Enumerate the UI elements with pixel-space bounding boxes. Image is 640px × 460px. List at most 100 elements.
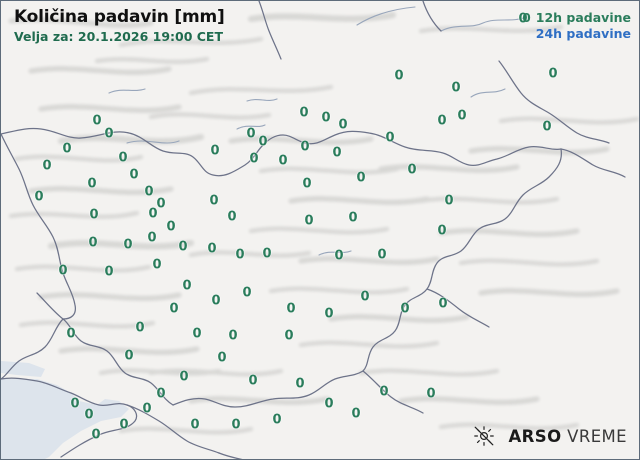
station-value[interactable]: 0	[62, 141, 72, 157]
station-value[interactable]: 0	[295, 376, 305, 392]
station-value[interactable]: 0	[135, 320, 145, 336]
sea-inlet	[1, 361, 45, 377]
station-value[interactable]: 0	[332, 145, 342, 161]
slovenia-border	[1, 127, 562, 177]
neighbour-border-n	[422, 1, 442, 32]
station-value[interactable]: 0	[89, 207, 99, 223]
legend-label-12h: 12h padavine	[535, 10, 631, 25]
neighbour-border-e	[560, 148, 626, 178]
borders-layer	[1, 1, 626, 459]
station-value[interactable]: 0	[156, 386, 166, 402]
station-value[interactable]: 0	[178, 239, 188, 255]
station-value[interactable]: 0	[518, 11, 528, 27]
station-value[interactable]: 0	[129, 167, 139, 183]
station-value[interactable]: 0	[360, 289, 370, 305]
station-value[interactable]: 0	[278, 153, 288, 169]
station-value[interactable]: 0	[84, 407, 94, 423]
station-value[interactable]: 0	[227, 209, 237, 225]
station-value[interactable]: 0	[379, 384, 389, 400]
station-value[interactable]: 0	[407, 162, 417, 178]
station-value[interactable]: 0	[217, 350, 227, 366]
station-value[interactable]: 0	[348, 210, 358, 226]
station-value[interactable]: 0	[338, 117, 348, 133]
station-value[interactable]: 0	[286, 301, 296, 317]
station-value[interactable]: 0	[324, 306, 334, 322]
station-value[interactable]: 0	[118, 150, 128, 166]
station-value[interactable]: 0	[377, 247, 387, 263]
station-value[interactable]: 0	[437, 223, 447, 239]
station-value[interactable]: 0	[385, 130, 395, 146]
station-value[interactable]: 0	[444, 193, 454, 209]
station-value[interactable]: 0	[91, 427, 101, 443]
station-value[interactable]: 0	[207, 241, 217, 257]
station-value[interactable]: 0	[262, 246, 272, 262]
station-value[interactable]: 0	[190, 417, 200, 433]
station-value[interactable]: 0	[211, 293, 221, 309]
station-value[interactable]: 0	[258, 134, 268, 150]
station-value[interactable]: 0	[249, 151, 259, 167]
arso-branding: ARSO VREME	[473, 425, 627, 447]
station-value[interactable]: 0	[248, 373, 258, 389]
station-value[interactable]: 0	[210, 143, 220, 159]
station-value[interactable]: 0	[426, 386, 436, 402]
station-value[interactable]: 0	[228, 328, 238, 344]
station-value[interactable]: 0	[304, 213, 314, 229]
station-value[interactable]: 0	[272, 412, 282, 428]
station-value[interactable]: 0	[147, 230, 157, 246]
southwestern-border	[1, 318, 64, 380]
neighbour-border-se2	[426, 288, 490, 328]
station-value[interactable]: 0	[302, 176, 312, 192]
station-value[interactable]: 0	[548, 66, 558, 82]
station-value[interactable]: 0	[334, 248, 344, 264]
station-value[interactable]: 0	[88, 235, 98, 251]
station-value[interactable]: 0	[400, 301, 410, 317]
station-value[interactable]: 0	[235, 247, 245, 263]
station-value[interactable]: 0	[299, 105, 309, 121]
station-value[interactable]: 0	[104, 126, 114, 142]
station-value[interactable]: 0	[394, 68, 404, 84]
station-value[interactable]: 0	[124, 348, 134, 364]
station-value[interactable]: 0	[438, 296, 448, 312]
map-header: Količina padavin [mm] Velja za: 20.1.202…	[14, 7, 225, 45]
station-value[interactable]: 0	[156, 196, 166, 212]
station-value[interactable]: 0	[104, 264, 114, 280]
station-value[interactable]: 0	[66, 326, 76, 342]
station-value[interactable]: 0	[123, 237, 133, 253]
station-value[interactable]: 0	[148, 206, 158, 222]
station-value[interactable]: 0	[209, 193, 219, 209]
station-value[interactable]: 0	[179, 369, 189, 385]
legend-item-12h[interactable]: 0 12h padavine	[522, 10, 631, 26]
station-value[interactable]: 0	[246, 126, 256, 142]
station-value[interactable]: 0	[70, 396, 80, 412]
station-value[interactable]: 0	[152, 257, 162, 273]
station-value[interactable]: 0	[542, 119, 552, 135]
station-value[interactable]: 0	[231, 417, 241, 433]
istria-border	[126, 404, 220, 454]
station-value[interactable]: 0	[144, 184, 154, 200]
station-value[interactable]: 0	[284, 328, 294, 344]
station-value[interactable]: 0	[192, 326, 202, 342]
station-value[interactable]: 0	[351, 406, 361, 422]
station-value[interactable]: 0	[166, 219, 176, 235]
station-value[interactable]: 0	[242, 285, 252, 301]
station-value[interactable]: 0	[356, 170, 366, 186]
station-value[interactable]: 0	[457, 108, 467, 124]
station-value[interactable]: 0	[42, 158, 52, 174]
station-value[interactable]: 0	[119, 417, 129, 433]
station-value[interactable]: 0	[34, 189, 44, 205]
station-value[interactable]: 0	[58, 263, 68, 279]
station-value[interactable]: 0	[182, 278, 192, 294]
station-value[interactable]: 0	[92, 113, 102, 129]
station-value[interactable]: 0	[324, 396, 334, 412]
legend-item-24h[interactable]: 0 24h padavine	[522, 26, 631, 42]
station-value[interactable]: 0	[437, 113, 447, 129]
station-value[interactable]: 0	[300, 139, 310, 155]
station-value[interactable]: 0	[142, 401, 152, 417]
brand-name-bold: ARSO	[508, 426, 562, 446]
station-value[interactable]: 0	[169, 301, 179, 317]
station-value[interactable]: 0	[321, 110, 331, 126]
rivers-layer	[108, 6, 528, 256]
station-value[interactable]: 0	[87, 176, 97, 192]
station-value[interactable]: 0	[451, 80, 461, 96]
